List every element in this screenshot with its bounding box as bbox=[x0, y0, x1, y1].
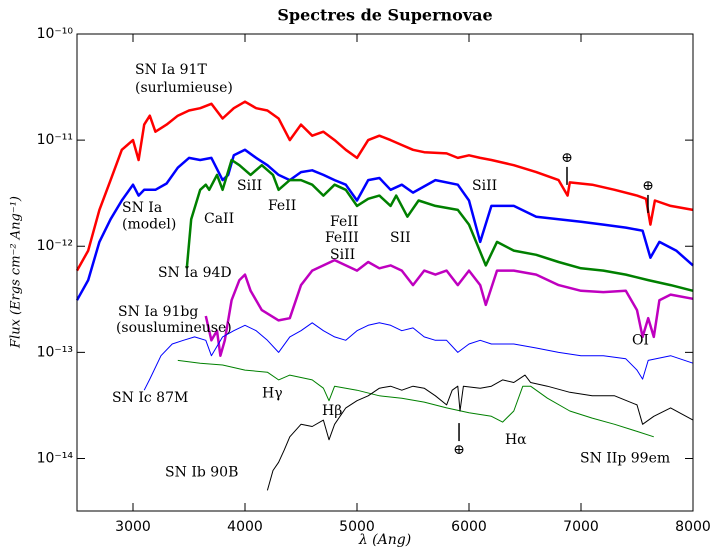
annotation: SN Ia bbox=[122, 200, 162, 216]
y-tick-label: 10⁻¹⁰ bbox=[37, 26, 74, 42]
telluric-marker: ⊕ bbox=[642, 178, 654, 194]
annotation: SII bbox=[390, 230, 411, 246]
annotation: SN Ia 91bg bbox=[118, 304, 198, 320]
x-tick-label: 7000 bbox=[563, 519, 599, 535]
annotation: Hβ bbox=[322, 403, 342, 419]
annotation: SiII bbox=[472, 178, 497, 194]
x-tick-label: 6000 bbox=[451, 519, 487, 535]
spectrum-line bbox=[266, 374, 694, 491]
annotation: SN Ia 94D bbox=[158, 265, 232, 281]
annotation: Hγ bbox=[262, 385, 283, 401]
y-tick-label: 10⁻¹² bbox=[37, 238, 73, 254]
spectrum-line bbox=[75, 148, 694, 301]
spectrum-line bbox=[143, 322, 694, 391]
spectrum-line bbox=[75, 100, 694, 272]
annotation: SN Ia 91T bbox=[135, 62, 207, 78]
telluric-marker: ⊕ bbox=[561, 150, 573, 166]
x-tick-label: 8000 bbox=[675, 519, 711, 535]
y-axis-label: Flux (Ergs cm⁻² Ang⁻¹) bbox=[9, 196, 24, 349]
annotation: SiII bbox=[237, 178, 262, 194]
annotation: SN Ic 87M bbox=[112, 390, 188, 406]
spectrum-line bbox=[185, 158, 694, 293]
annotation: FeIII bbox=[325, 230, 359, 246]
annotation: SN IIp 99em bbox=[580, 450, 670, 466]
chart-title: Spectres de Supernovae bbox=[277, 6, 492, 25]
annotation: Hα bbox=[505, 432, 527, 448]
annotation: (surlumieuse) bbox=[135, 80, 233, 96]
y-tick-label: 10⁻¹³ bbox=[37, 344, 73, 360]
annotation: (model) bbox=[122, 217, 176, 233]
plot-frame bbox=[76, 33, 694, 512]
x-tick-label: 3000 bbox=[115, 519, 151, 535]
annotation: OI bbox=[632, 332, 649, 348]
spectrum-line bbox=[204, 258, 694, 357]
x-tick-label: 4000 bbox=[227, 519, 263, 535]
annotation: SiII bbox=[330, 247, 355, 263]
annotation: FeII bbox=[268, 198, 296, 214]
annotation: CaII bbox=[204, 211, 234, 227]
annotation: SN Ib 90B bbox=[165, 464, 238, 480]
y-tick-label: 10⁻¹⁴ bbox=[37, 450, 74, 466]
y-tick-label: 10⁻¹¹ bbox=[37, 132, 73, 148]
x-tick-label: 5000 bbox=[339, 519, 375, 535]
spectrum-line bbox=[177, 359, 654, 438]
x-axis-label: λ (Ang) bbox=[358, 532, 411, 548]
telluric-marker: ⊕ bbox=[453, 442, 465, 458]
annotation: FeII bbox=[330, 214, 358, 230]
annotation: (souslumineuse) bbox=[116, 320, 232, 336]
